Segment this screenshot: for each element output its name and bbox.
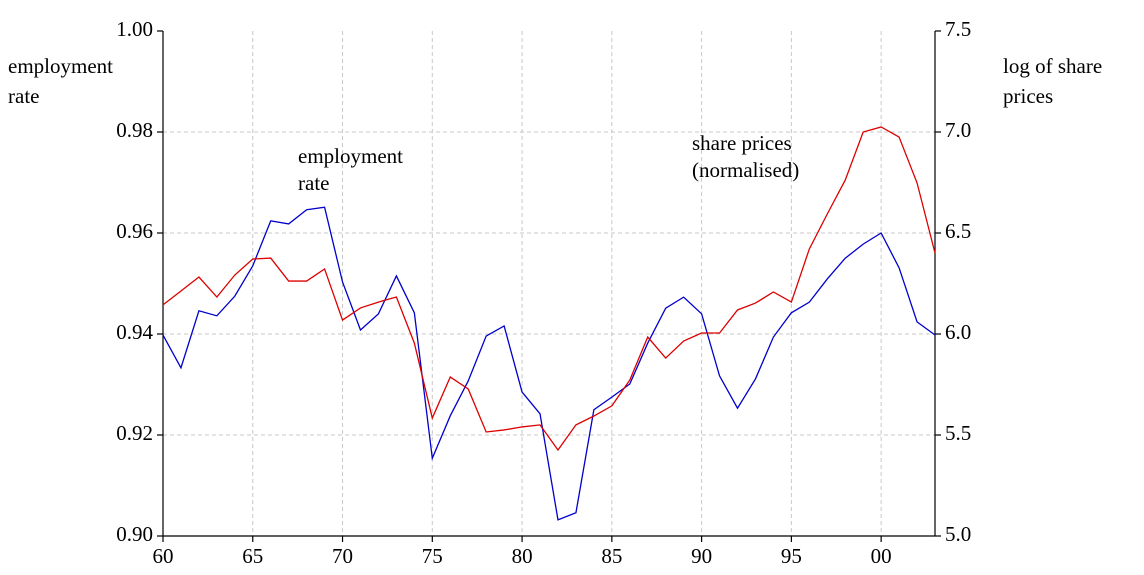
x-tick-label: 90	[691, 544, 712, 568]
annotation: (normalised)	[692, 158, 799, 182]
y2-tick-label: 6.5	[945, 219, 971, 243]
x-tick-label: 65	[242, 544, 263, 568]
y-tick-label: 0.94	[116, 320, 153, 344]
y2-tick-label: 7.5	[945, 17, 971, 41]
y-axis-label: rate	[8, 84, 39, 108]
annotation: employment	[298, 144, 403, 168]
y2-axis-label: log of share	[1003, 54, 1102, 78]
y-tick-label: 1.00	[116, 17, 153, 41]
y-tick-label: 0.90	[116, 522, 153, 546]
y2-tick-label: 5.5	[945, 421, 971, 445]
x-tick-label: 80	[512, 544, 533, 568]
annotation: share prices	[692, 131, 792, 155]
y2-axis-label: prices	[1003, 84, 1053, 108]
y2-tick-label: 7.0	[945, 118, 971, 142]
y-tick-label: 0.92	[116, 421, 153, 445]
y-tick-label: 0.98	[116, 118, 153, 142]
series-line	[162, 126, 936, 452]
x-tick-label: 95	[781, 544, 802, 568]
y-tick-label: 0.96	[116, 219, 153, 243]
x-tick-label: 75	[422, 544, 443, 568]
annotation: rate	[298, 171, 329, 195]
x-tick-label: 85	[601, 544, 622, 568]
y-axis-label: employment	[8, 54, 113, 78]
x-tick-label: 60	[153, 544, 174, 568]
x-tick-label: 00	[871, 544, 892, 568]
series-line	[162, 206, 936, 521]
y2-tick-label: 5.0	[945, 522, 971, 546]
y2-tick-label: 6.0	[945, 320, 971, 344]
x-tick-label: 70	[332, 544, 353, 568]
